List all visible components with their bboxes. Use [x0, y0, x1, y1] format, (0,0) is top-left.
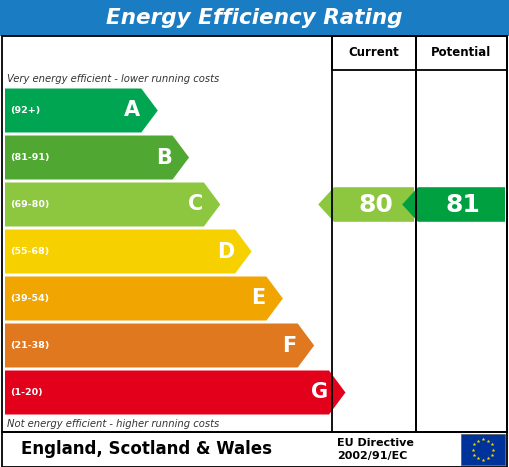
Text: Current: Current — [349, 47, 400, 59]
Bar — [332, 36, 416, 432]
Text: 81: 81 — [446, 192, 480, 217]
Text: (21-38): (21-38) — [10, 341, 49, 350]
Text: Potential: Potential — [431, 47, 492, 59]
Text: F: F — [282, 335, 297, 355]
Text: England, Scotland & Wales: England, Scotland & Wales — [20, 440, 272, 459]
Text: D: D — [217, 241, 234, 262]
Polygon shape — [5, 370, 346, 415]
Bar — [416, 36, 507, 70]
Text: C: C — [188, 194, 203, 214]
Polygon shape — [5, 89, 158, 133]
Text: EU Directive
2002/91/EC: EU Directive 2002/91/EC — [337, 438, 414, 461]
Polygon shape — [5, 324, 314, 368]
Polygon shape — [5, 229, 251, 274]
Text: (81-91): (81-91) — [10, 153, 49, 162]
Text: Very energy efficient - lower running costs: Very energy efficient - lower running co… — [7, 73, 219, 84]
Text: (39-54): (39-54) — [10, 294, 49, 303]
Text: (1-20): (1-20) — [10, 388, 43, 397]
Polygon shape — [5, 135, 189, 179]
Bar — [2, 36, 507, 432]
Text: Energy Efficiency Rating: Energy Efficiency Rating — [106, 8, 403, 28]
Polygon shape — [318, 187, 414, 222]
Bar — [332, 36, 416, 70]
Polygon shape — [5, 276, 283, 320]
Text: B: B — [156, 148, 172, 168]
Bar — [461, 434, 505, 465]
Bar — [2, 432, 507, 467]
Text: E: E — [251, 289, 265, 309]
Bar — [416, 36, 507, 432]
Polygon shape — [5, 183, 220, 226]
Polygon shape — [402, 187, 505, 222]
Text: Not energy efficient - higher running costs: Not energy efficient - higher running co… — [7, 419, 219, 429]
Text: (69-80): (69-80) — [10, 200, 49, 209]
Text: A: A — [124, 100, 140, 120]
Text: (92+): (92+) — [10, 106, 40, 115]
Bar — [0, 0, 509, 36]
Text: 80: 80 — [358, 192, 393, 217]
Text: G: G — [311, 382, 328, 403]
Text: (55-68): (55-68) — [10, 247, 49, 256]
